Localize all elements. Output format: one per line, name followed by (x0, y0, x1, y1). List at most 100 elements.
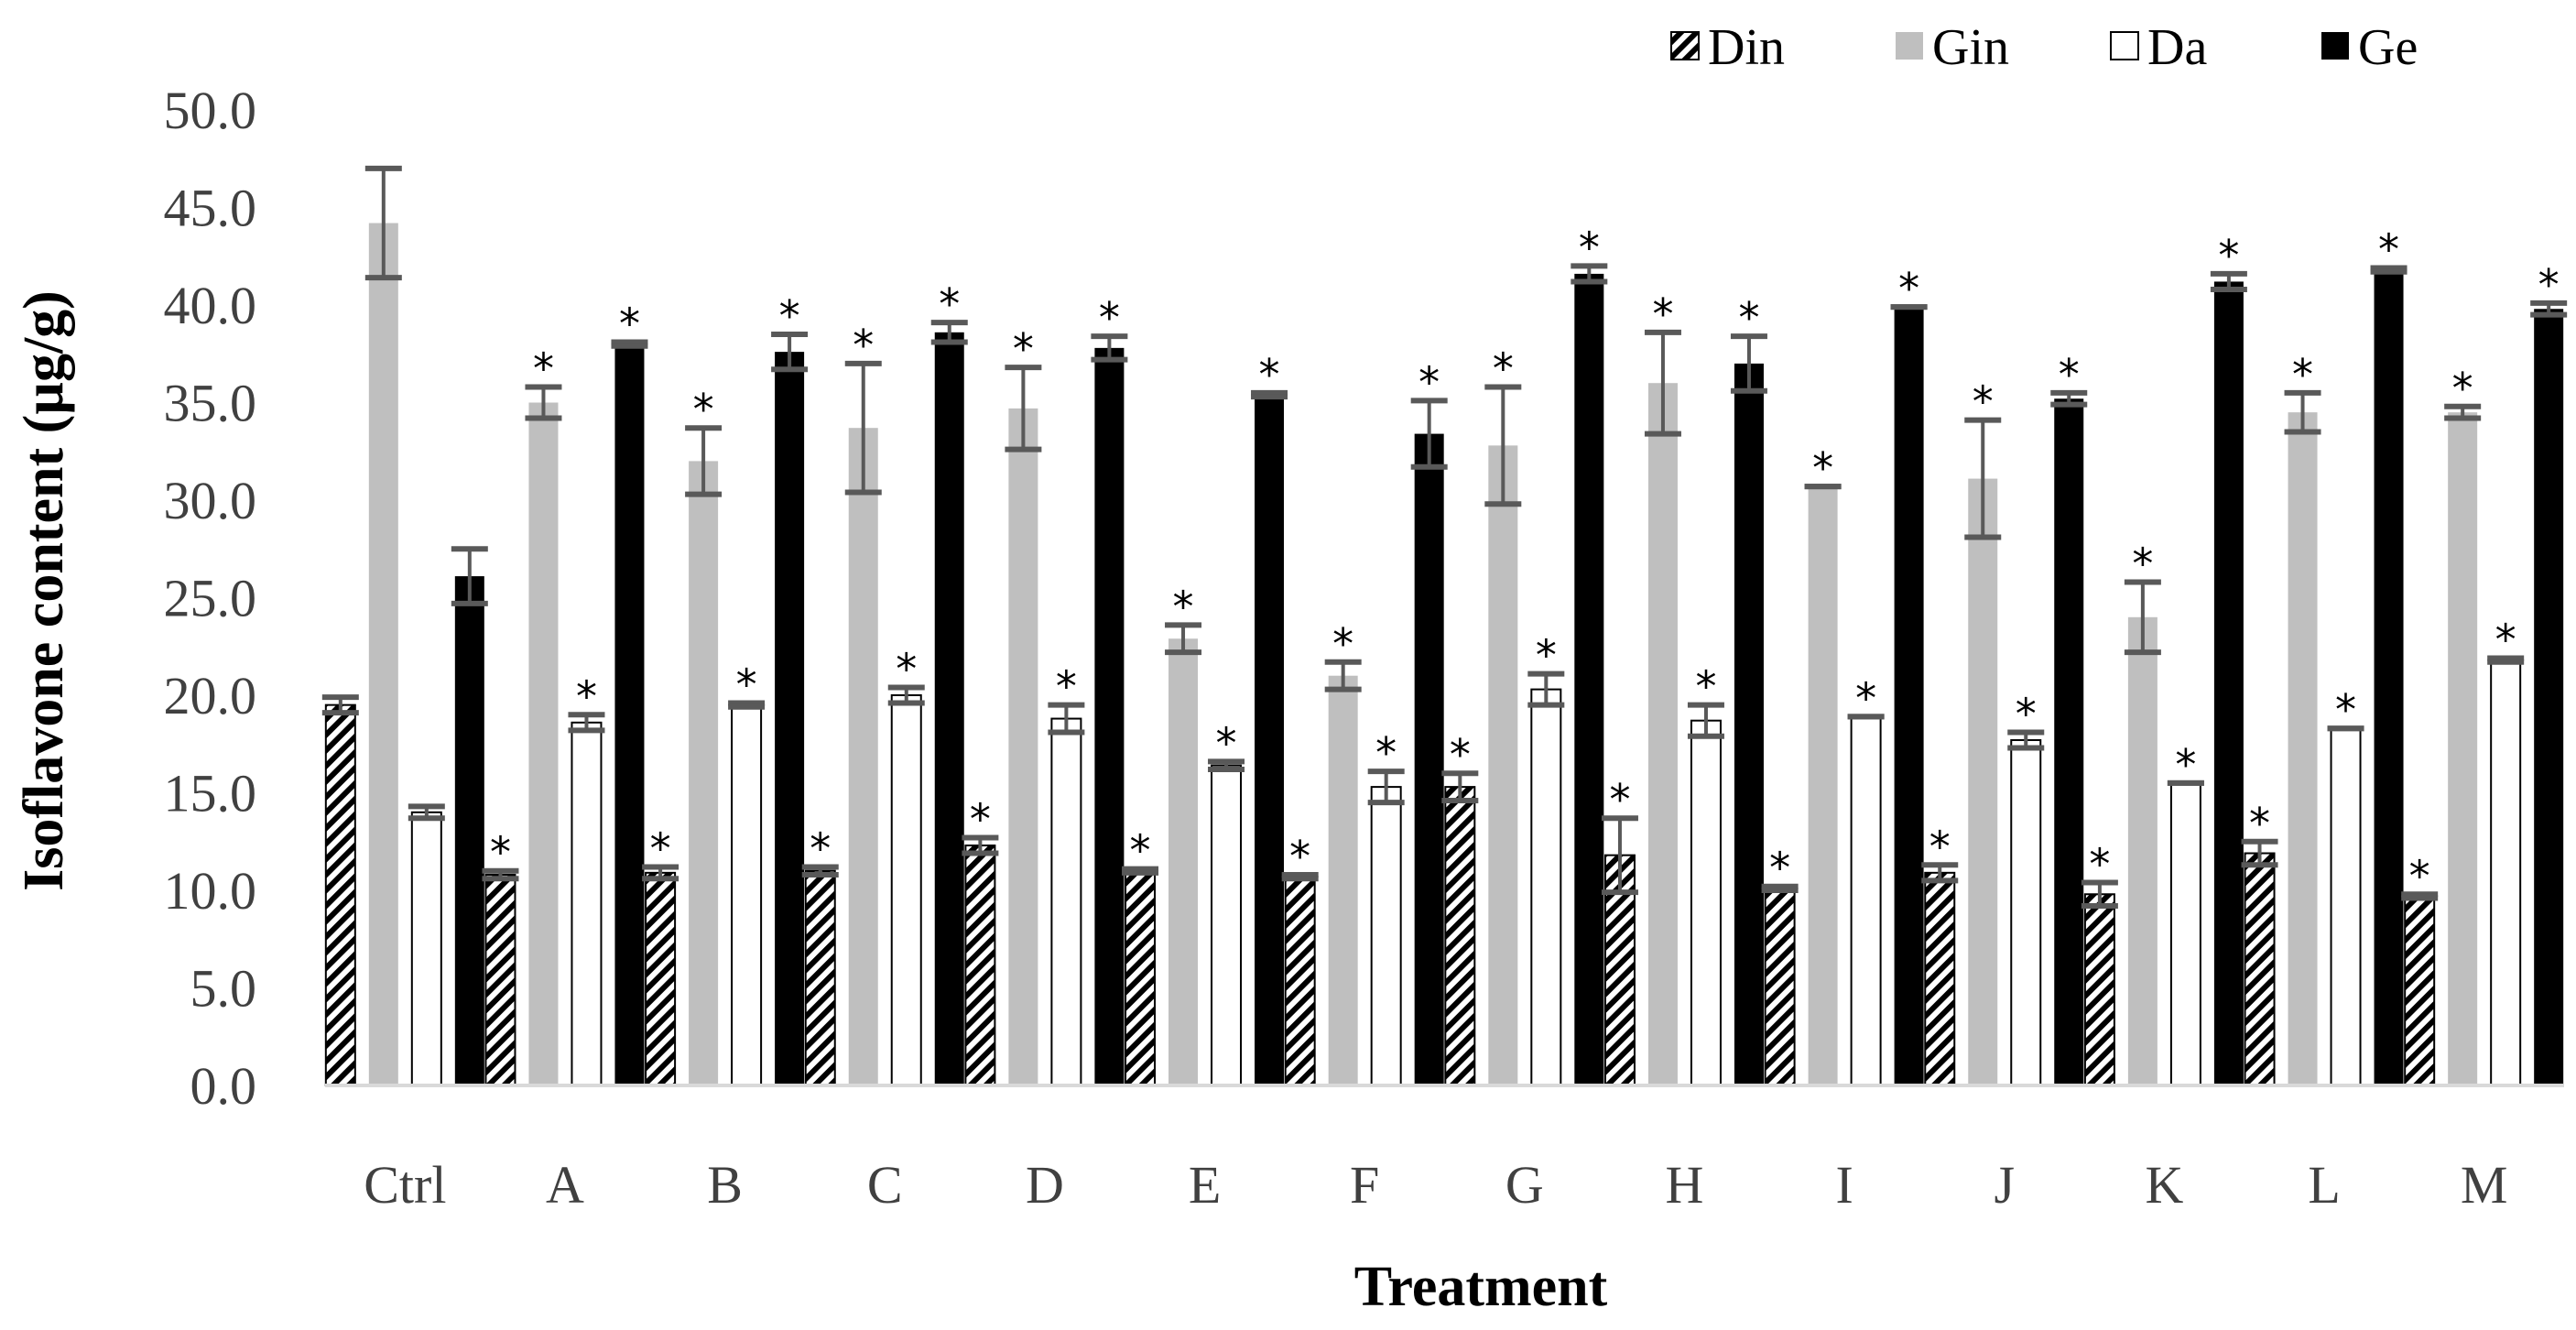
legend-label: Da (2147, 19, 2207, 76)
bar-ge-ctrl (454, 576, 484, 1085)
error-bar (525, 384, 562, 421)
bar-ge-b (775, 352, 805, 1085)
error-bar (962, 834, 999, 856)
significance-star: * (779, 291, 800, 341)
error-bar (2444, 403, 2482, 421)
error-bar (1484, 384, 1522, 507)
x-tick-label: F (1350, 1155, 1379, 1215)
bar-gin-b (689, 461, 719, 1085)
error-bar (887, 684, 925, 706)
error-bar (2530, 300, 2568, 318)
error-bar (1208, 758, 1245, 772)
error-bar (771, 331, 809, 373)
bar-gin-a (528, 402, 559, 1085)
significance-star: * (1450, 730, 1471, 779)
significance-star: * (2132, 539, 2153, 588)
legend-item-din: Din (1670, 19, 1785, 76)
significance-star: * (1536, 631, 1557, 681)
bar-din-d (964, 845, 996, 1086)
x-tick-label: A (546, 1155, 584, 1215)
x-tick-label: G (1505, 1155, 1544, 1215)
error-bar (1921, 862, 1959, 884)
bar-ge-e (1255, 394, 1285, 1086)
y-axis-title: Isoflavone content (µg/g) (13, 290, 75, 891)
significance-star: * (1738, 293, 1759, 343)
significance-star: * (1609, 775, 1630, 824)
y-tick-label: 0.0 (190, 1056, 257, 1116)
significance-star: * (1769, 844, 1790, 893)
error-bar (1687, 702, 1724, 739)
bar-da-ctrl (410, 811, 442, 1086)
error-bar (642, 864, 679, 882)
significance-star: * (2335, 685, 2356, 735)
bar-da-a (571, 721, 603, 1086)
error-bar (1571, 263, 1608, 285)
bar-gin-ctrl (368, 223, 398, 1086)
bar-ge-i (1894, 307, 1924, 1085)
bar-da-k (2169, 781, 2201, 1086)
significance-star: * (1855, 673, 1876, 723)
bar-da-g (1530, 688, 1562, 1086)
significance-star: * (2495, 616, 2516, 665)
y-tick-label: 50.0 (164, 81, 257, 140)
legend-item-ge: Ge (2321, 19, 2418, 76)
significance-star: * (1259, 350, 1280, 399)
bar-din-a (484, 873, 516, 1087)
error-bar (1730, 333, 1767, 394)
significance-star: * (2016, 689, 2037, 738)
significance-star: * (1013, 324, 1034, 374)
x-axis: Ctrl A B C D E F G H I J K L M (364, 1155, 2507, 1215)
significance-star: * (2452, 364, 2473, 413)
bar-gin-i (1808, 486, 1838, 1085)
y-tick-label: 40.0 (164, 276, 257, 335)
bar-din-e (1125, 869, 1157, 1087)
legend-swatch (1896, 32, 1923, 60)
bar-da-j (2010, 738, 2042, 1086)
bar-din-c (804, 869, 836, 1087)
bar-din-j (1924, 871, 1956, 1087)
error-bar (1964, 417, 2002, 540)
significance-star: * (970, 794, 991, 844)
error-bar (1091, 333, 1128, 363)
y-tick-label: 35.0 (164, 374, 257, 433)
bar-din-k (2083, 893, 2115, 1087)
legend-item-gin: Gin (1896, 19, 2009, 76)
error-bar (685, 425, 723, 497)
error-bar (1048, 702, 1085, 736)
legend-item-da: Da (2110, 19, 2207, 76)
y-tick-label: 5.0 (190, 959, 257, 1019)
legend-label: Gin (1932, 19, 2009, 76)
bar-da-h (1690, 719, 1722, 1086)
bar-ge-h (1734, 363, 1764, 1085)
error-bar (321, 694, 359, 716)
bar-gin-g (1488, 445, 1518, 1085)
error-bar (1367, 769, 1405, 806)
x-tick-label: I (1835, 1155, 1853, 1215)
bar-da-e (1211, 764, 1243, 1086)
error-bar (2370, 265, 2408, 275)
significance-star: * (1695, 662, 1716, 712)
legend: Din Gin Da Ge (1670, 19, 2418, 76)
bar-gin-m (2448, 412, 2478, 1085)
x-tick-label: K (2145, 1155, 2183, 1215)
x-tick-label: B (707, 1155, 743, 1215)
bar-din-i (1764, 887, 1796, 1086)
legend-label: Ge (2358, 19, 2418, 76)
bar-area (324, 223, 2564, 1087)
error-bar (1410, 398, 1448, 470)
significance-star: * (1375, 728, 1397, 778)
significance-star: * (896, 644, 917, 693)
significance-star: * (736, 660, 757, 710)
bar-gin-l (2288, 412, 2318, 1085)
significance-star: * (2175, 740, 2196, 790)
bar-gin-e (1168, 638, 1199, 1085)
error-bar (844, 360, 882, 496)
x-axis-title: Treatment (1354, 1256, 1608, 1318)
significance-star: * (490, 828, 511, 878)
significance-markers: * * * * * * * * * * * * * * * * * * * * * * * * * * * * * * * * * * * * * * * *… (490, 223, 2560, 900)
y-tick-label: 45.0 (164, 179, 257, 238)
significance-star: * (1289, 832, 1310, 881)
significance-star: * (1216, 718, 1237, 768)
error-bar (451, 546, 488, 606)
